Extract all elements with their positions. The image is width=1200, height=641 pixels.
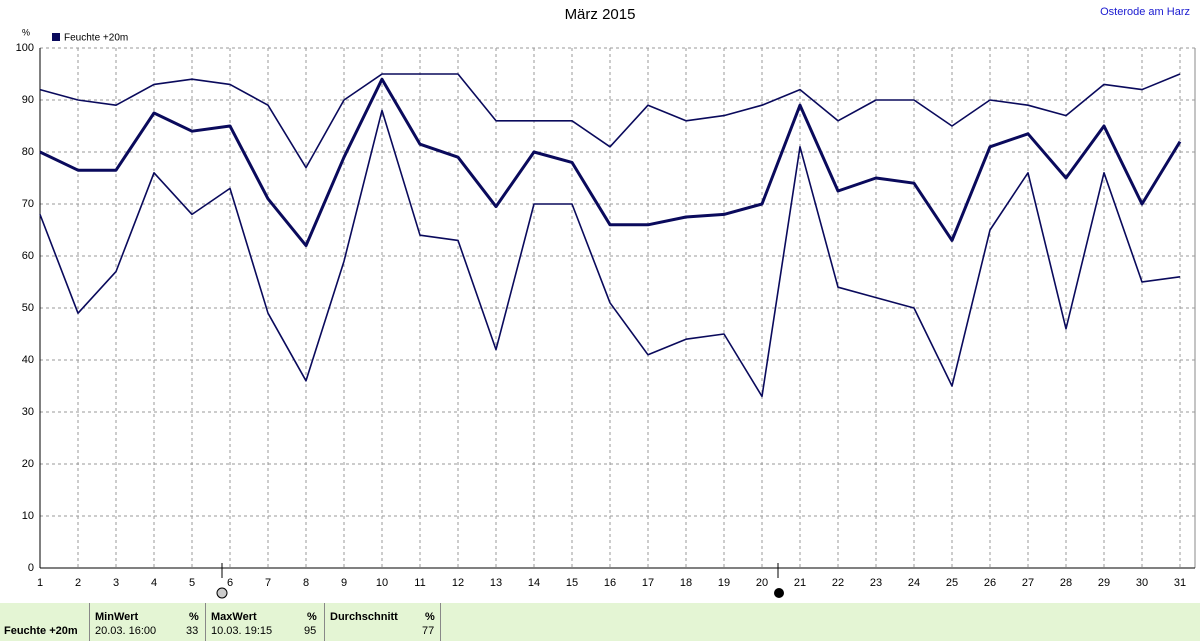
- x-tick-label: 30: [1136, 577, 1148, 589]
- header: MaxWert: [211, 611, 257, 623]
- x-tick-label: 2: [75, 577, 81, 589]
- x-tick-label: 8: [303, 577, 309, 589]
- data-line: [39, 73, 1181, 169]
- x-tick-label: 7: [265, 577, 271, 589]
- y-unit: %: [22, 27, 30, 37]
- value: 77: [422, 625, 435, 637]
- chart-title: März 2015: [565, 6, 636, 23]
- x-tick-label: 17: [642, 577, 654, 589]
- row-label: Feuchte +20m: [4, 625, 78, 637]
- x-tick-label: 31: [1174, 577, 1186, 589]
- time: 10.03. 19:15: [211, 625, 273, 637]
- summary-table: Feuchte +20m MinWert % 20.03. 16:00 33 M…: [0, 603, 1200, 641]
- x-tick-label: 3: [113, 577, 119, 589]
- x-tick-label: 27: [1022, 577, 1034, 589]
- header: MinWert: [95, 611, 139, 623]
- x-tick-label: 9: [341, 577, 347, 589]
- x-tick-label: 23: [870, 577, 882, 589]
- moon-new: [774, 588, 784, 598]
- x-tick-label: 21: [794, 577, 806, 589]
- x-tick-label: 22: [832, 577, 844, 589]
- x-tick-label: 25: [946, 577, 958, 589]
- chart: März 2015 Osterode am Harz % Feuchte +20…: [16, 6, 1196, 599]
- x-tick-label: 19: [718, 577, 730, 589]
- data-line: [39, 77, 1182, 248]
- x-tick-label: 11: [414, 577, 425, 589]
- y-tick-label: 10: [22, 510, 34, 522]
- data-line: [39, 109, 1181, 398]
- y-tick-label: 80: [22, 146, 34, 158]
- y-tick-label: 0: [28, 562, 34, 574]
- x-tick-label: 20: [756, 577, 768, 589]
- x-tick-label: 13: [490, 577, 502, 589]
- unit: %: [425, 611, 435, 623]
- y-tick-label: 40: [22, 354, 34, 366]
- y-tick-label: 90: [22, 94, 34, 106]
- x-tick-label: 14: [528, 577, 540, 589]
- value: 33: [186, 625, 199, 637]
- x-tick-label: 18: [680, 577, 692, 589]
- x-tick-label: 6: [227, 577, 233, 589]
- x-tick-label: 5: [189, 577, 195, 589]
- x-tick-label: 28: [1060, 577, 1072, 589]
- unit: %: [189, 611, 199, 623]
- legend-swatch: [52, 33, 60, 41]
- time: 20.03. 16:00: [95, 625, 157, 637]
- x-tick-label: 4: [151, 577, 157, 589]
- x-tick-label: 10: [376, 577, 388, 589]
- x-tick-label: 1: [37, 577, 43, 589]
- y-tick-label: 60: [22, 250, 34, 262]
- header: Durchschnitt: [330, 611, 398, 623]
- x-tick-label: 26: [984, 577, 996, 589]
- x-tick-label: 12: [452, 577, 464, 589]
- location: Osterode am Harz: [1100, 6, 1190, 18]
- x-tick-label: 16: [604, 577, 616, 589]
- value: 95: [304, 625, 317, 637]
- y-tick-label: 100: [16, 42, 34, 54]
- y-tick-label: 30: [22, 406, 34, 418]
- y-tick-label: 50: [22, 302, 34, 314]
- y-tick-label: 70: [22, 198, 34, 210]
- moon-full: [216, 587, 228, 599]
- x-tick-label: 15: [566, 577, 578, 589]
- x-tick-label: 29: [1098, 577, 1110, 589]
- y-tick-label: 20: [22, 458, 34, 470]
- legend-label: Feuchte +20m: [64, 33, 128, 44]
- unit: %: [307, 611, 317, 623]
- x-tick-label: 24: [908, 577, 920, 589]
